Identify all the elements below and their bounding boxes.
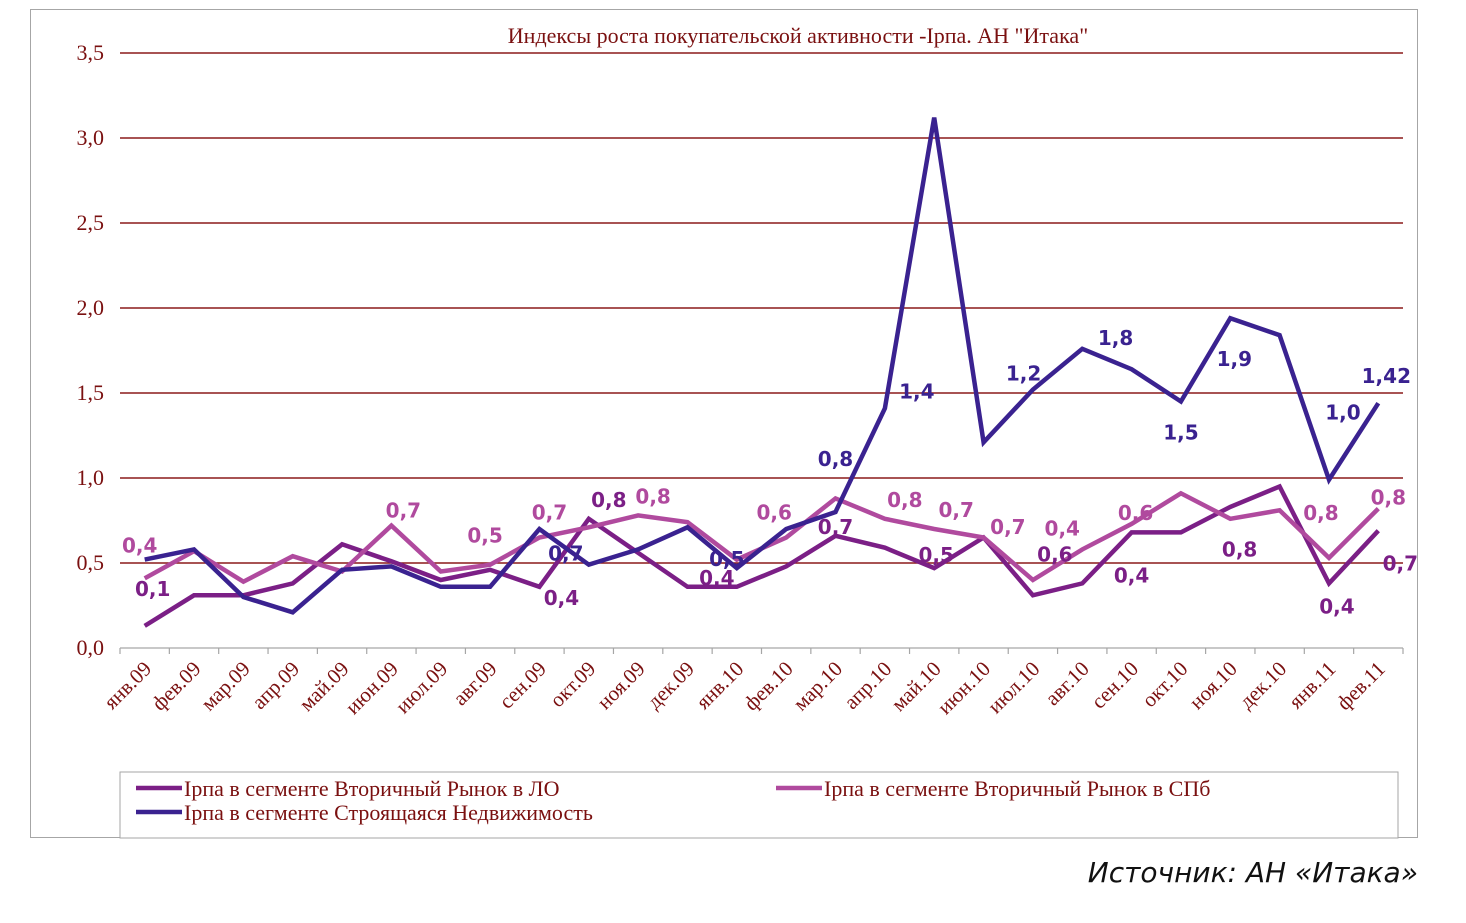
source-caption: Источник: АН «Итака» [1087,856,1418,889]
legend-box [119,771,1399,839]
legend-label: Iрпа в сегменте Строящаяся Недвижимость [184,800,593,825]
data-label: 0,7 [938,498,973,522]
data-label: 0,8 [635,484,670,508]
data-label: 1,4 [899,379,934,403]
data-label: 0,6 [1037,542,1072,566]
data-label: 0,7 [548,542,583,566]
data-label: 0,6 [1118,501,1153,525]
data-label: 0,1 [135,577,170,601]
data-label: 0,7 [532,501,567,525]
x-tick-label: янв.11 [1284,657,1341,714]
data-label: 1,5 [1163,421,1198,445]
data-label: 0,4 [1114,563,1149,587]
x-tick-label: апр.09 [247,657,304,714]
data-label: 0,7 [1383,552,1418,576]
data-label: 1,2 [1006,361,1041,385]
x-tick-label: сен.09 [494,657,551,714]
series-line-0 [143,483,1380,628]
y-tick-label: 2,0 [77,295,105,320]
y-tick-label: 1,5 [77,380,105,405]
data-label: 0,5 [467,524,502,548]
y-tick-label: 3,0 [77,125,105,150]
data-label: 0,4 [544,586,579,610]
x-tick-label: мар.10 [788,657,847,716]
data-label: 0,4 [1319,594,1354,618]
legend-label: Iрпа в сегменте Вторичный Рынок в СПб [824,776,1210,801]
x-tick-label: сен.10 [1086,657,1143,714]
data-label: 0,8 [887,488,922,512]
chart-title: Индексы роста покупательской активности … [508,23,1088,48]
x-tick-label: ноя.09 [592,657,649,714]
series [143,117,1381,628]
data-label: 1,42 [1362,364,1411,388]
data-label: 0,4 [122,533,157,557]
x-tick-label: окт.09 [545,657,600,712]
x-tick-label: дек.09 [642,657,699,714]
x-tick-label: окт.10 [1137,657,1192,712]
x-tick-label: фев.11 [1332,657,1390,715]
y-tick-label: 2,5 [77,210,105,235]
data-label: 0,8 [818,447,853,471]
data-label: 0,8 [1303,501,1338,525]
data-label: 0,5 [918,543,953,567]
x-tick-label: янв.10 [691,657,748,714]
y-tick-label: 3,5 [77,40,105,65]
data-label: 1,0 [1325,401,1360,425]
x-tick-label: июн.10 [933,657,996,720]
data-label: 0,4 [699,566,734,590]
x-tick-label: авг.10 [1040,657,1094,711]
data-label: 0,4 [1045,516,1080,540]
axes: 0,00,51,01,52,02,53,03,5янв.09фев.09мар.… [77,40,1404,719]
data-label: 0,8 [1371,486,1406,510]
x-tick-label: мар.09 [196,657,255,716]
legend-label: Iрпа в сегменте Вторичный Рынок в ЛО [184,776,559,801]
data-label: 0,7 [386,499,421,523]
x-tick-label: фев.10 [739,657,798,716]
data-label: 1,8 [1098,326,1133,350]
series-line-2 [144,117,1381,615]
data-label: 0,8 [591,488,626,512]
y-tick-label: 0,0 [77,635,105,660]
data-label: 0,7 [990,515,1025,539]
x-tick-label: янв.09 [99,657,156,714]
x-tick-label: июн.09 [340,657,403,720]
data-label: 1,9 [1217,347,1252,371]
legend: Iрпа в сегменте Вторичный Рынок в ЛО Iрпа… [119,771,1399,839]
data-label: 0,5 [709,547,744,571]
x-tick-label: ноя.10 [1184,657,1241,714]
data-label: 0,7 [818,515,853,539]
x-tick-label: фев.09 [147,657,206,716]
x-tick-label: июл.10 [983,657,1045,719]
y-tick-label: 1,0 [77,465,105,490]
data-label: 0,6 [756,501,791,525]
x-tick-label: авг.09 [448,657,502,711]
data-label: 0,8 [1222,538,1257,562]
x-tick-label: дек.10 [1234,657,1291,714]
y-tick-label: 0,5 [77,550,105,575]
x-tick-label: июл.09 [391,657,453,719]
data-labels: 0,1 0,40,80,40,70,5 0,60,40,80,40,70,40,70… [122,326,1418,618]
x-tick-label: апр.10 [839,657,896,714]
gridlines [120,52,1403,564]
